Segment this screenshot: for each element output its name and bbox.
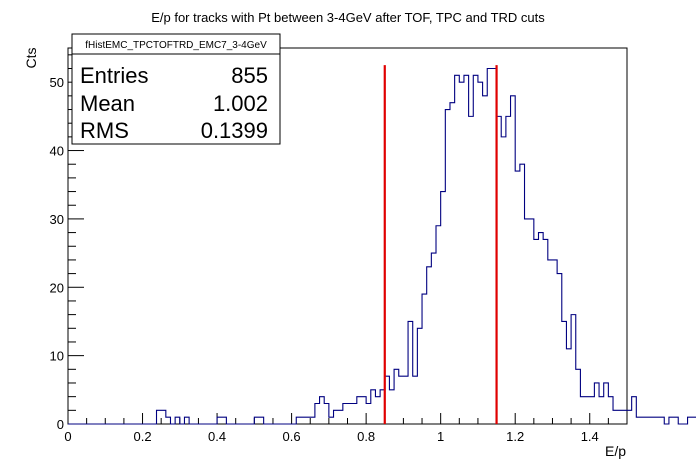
stats-rms-value: 0.1399 — [201, 118, 268, 143]
x-tick-label: 1 — [437, 429, 444, 444]
x-tick-label: 0.4 — [208, 429, 226, 444]
y-tick-label: 10 — [50, 349, 64, 364]
x-tick-label: 0.6 — [283, 429, 301, 444]
x-tick-label: 0.8 — [357, 429, 375, 444]
stats-histogram-name: fHistEMC_TPCTOFTRD_EMC7_3-4GeV — [85, 40, 267, 51]
x-axis-label: E/p — [605, 443, 626, 459]
stats-mean-label: Mean — [80, 91, 135, 116]
stats-mean-value: 1.002 — [213, 91, 268, 116]
y-tick-label: 20 — [50, 280, 64, 295]
y-axis-label: Cts — [23, 48, 39, 69]
x-axis-ticks — [67, 413, 628, 424]
y-tick-label: 30 — [50, 212, 64, 227]
stats-box-frame — [71, 33, 281, 145]
chart-title: E/p for tracks with Pt between 3-4GeV af… — [151, 10, 545, 25]
y-tick-label: 0 — [57, 417, 64, 432]
y-axis-tick-labels: 0 10 20 30 40 50 — [50, 75, 64, 432]
histogram-line — [68, 67, 696, 425]
x-tick-label: 1.4 — [581, 429, 599, 444]
x-tick-label: 0 — [64, 429, 71, 444]
stats-entries-label: Entries — [80, 63, 148, 88]
cut-lines — [383, 65, 498, 424]
stats-rms-label: RMS — [80, 118, 129, 143]
stats-entries-value: 855 — [231, 63, 268, 88]
x-tick-label: 1.2 — [506, 429, 524, 444]
x-tick-label: 0.2 — [133, 429, 151, 444]
x-axis-tick-labels: 0 0.2 0.4 0.6 0.8 1 1.2 1.4 — [64, 429, 598, 444]
y-tick-label: 50 — [50, 75, 64, 90]
stats-box: fHistEMC_TPCTOFTRD_EMC7_3-4GeV Entries 8… — [71, 33, 281, 145]
y-tick-label: 40 — [50, 144, 64, 159]
